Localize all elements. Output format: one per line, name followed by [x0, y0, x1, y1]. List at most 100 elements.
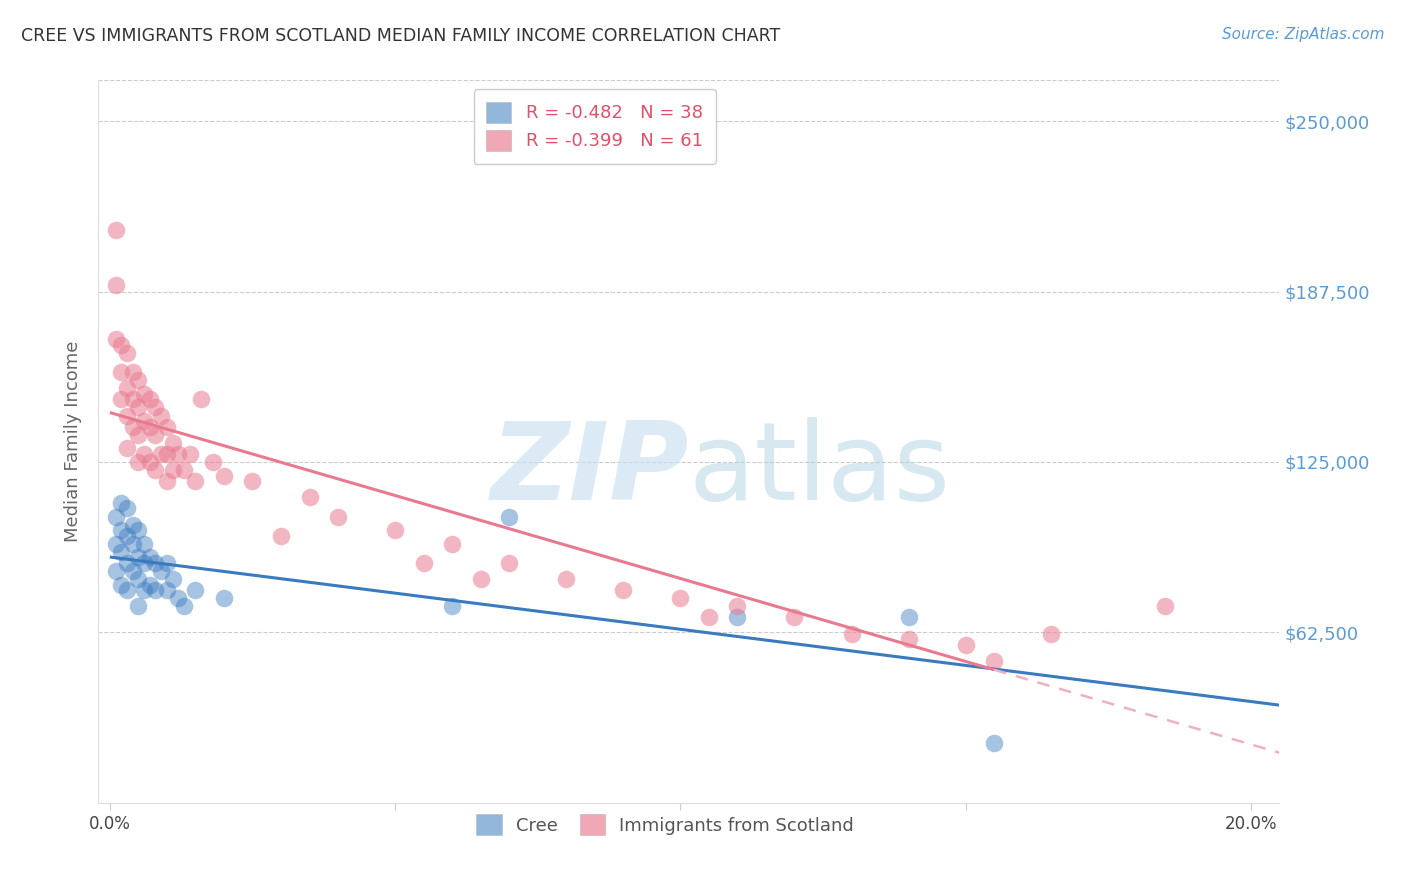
Point [110, 496, 132, 510]
Point [498, 509, 520, 524]
Point [1154, 599, 1177, 614]
Point [127, 572, 149, 586]
Point [162, 436, 184, 450]
Point [145, 427, 167, 442]
Point [104, 223, 127, 237]
Point [212, 468, 235, 483]
Point [201, 455, 224, 469]
Point [412, 556, 434, 570]
Point [441, 599, 464, 614]
Point [110, 392, 132, 407]
Point [184, 474, 207, 488]
Point [104, 277, 127, 292]
Point [384, 523, 406, 537]
Point [104, 332, 127, 346]
Point [145, 556, 167, 570]
Y-axis label: Median Family Income: Median Family Income [65, 341, 83, 542]
Point [179, 447, 201, 461]
Point [184, 583, 207, 598]
Point [725, 599, 748, 614]
Point [612, 583, 634, 598]
Point [139, 577, 162, 591]
Point [555, 572, 578, 586]
Point [156, 474, 179, 488]
Point [139, 455, 162, 469]
Point [1040, 626, 1063, 640]
Point [162, 572, 184, 586]
Point [139, 392, 162, 407]
Point [104, 564, 127, 578]
Text: ZIP: ZIP [491, 417, 689, 524]
Point [139, 419, 162, 434]
Point [441, 537, 464, 551]
Point [127, 599, 149, 614]
Point [145, 401, 167, 415]
Point [783, 610, 806, 624]
Point [115, 346, 138, 360]
Point [110, 545, 132, 559]
Point [104, 509, 127, 524]
Point [115, 528, 138, 542]
Point [132, 414, 155, 428]
Point [150, 564, 173, 578]
Point [121, 392, 143, 407]
Point [983, 654, 1005, 668]
Point [115, 442, 138, 456]
Legend: Cree, Immigrants from Scotland: Cree, Immigrants from Scotland [467, 805, 863, 845]
Point [115, 583, 138, 598]
Point [897, 632, 920, 647]
Point [127, 401, 149, 415]
Point [145, 463, 167, 477]
Point [132, 583, 155, 598]
Point [132, 537, 155, 551]
Point [110, 337, 132, 351]
Point [115, 381, 138, 395]
Point [110, 523, 132, 537]
Point [121, 365, 143, 379]
Point [983, 736, 1005, 750]
Point [110, 577, 132, 591]
Point [132, 387, 155, 401]
Point [167, 591, 190, 606]
Point [127, 523, 149, 537]
Point [127, 373, 149, 387]
Point [132, 556, 155, 570]
Point [162, 463, 184, 477]
Point [298, 491, 321, 505]
Point [127, 427, 149, 442]
Point [150, 409, 173, 423]
Point [498, 556, 520, 570]
Point [167, 447, 190, 461]
Point [115, 501, 138, 516]
Point [270, 528, 292, 542]
Point [173, 599, 195, 614]
Point [115, 556, 138, 570]
Point [669, 591, 692, 606]
Point [326, 509, 349, 524]
Point [242, 474, 264, 488]
Text: CREE VS IMMIGRANTS FROM SCOTLAND MEDIAN FAMILY INCOME CORRELATION CHART: CREE VS IMMIGRANTS FROM SCOTLAND MEDIAN … [21, 27, 780, 45]
Point [212, 591, 235, 606]
Point [127, 455, 149, 469]
Point [104, 537, 127, 551]
Point [127, 550, 149, 565]
Point [139, 550, 162, 565]
Point [145, 583, 167, 598]
Point [470, 572, 492, 586]
Point [156, 583, 179, 598]
Point [190, 392, 212, 407]
Point [955, 638, 977, 652]
Text: Source: ZipAtlas.com: Source: ZipAtlas.com [1222, 27, 1385, 42]
Point [121, 419, 143, 434]
Point [173, 463, 195, 477]
Point [150, 447, 173, 461]
Point [156, 447, 179, 461]
Point [121, 537, 143, 551]
Point [110, 365, 132, 379]
Point [121, 517, 143, 532]
Text: atlas: atlas [689, 417, 950, 524]
Point [132, 447, 155, 461]
Point [697, 610, 720, 624]
Point [121, 564, 143, 578]
Point [725, 610, 748, 624]
